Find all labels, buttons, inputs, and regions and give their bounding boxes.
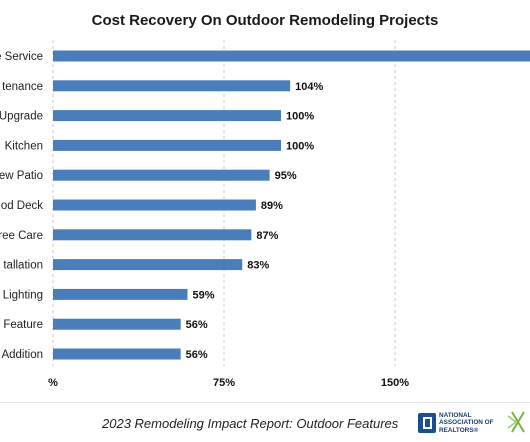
bar xyxy=(53,80,291,92)
bar xyxy=(53,199,256,211)
bar xyxy=(53,229,252,241)
category-label: ew Patio xyxy=(0,170,43,182)
category-label: od Deck xyxy=(1,200,43,212)
category-label: Lighting xyxy=(3,289,43,301)
data-label: 59% xyxy=(193,289,215,301)
nar-logo-text: NATIONAL ASSOCIATION OF REALTORS® xyxy=(439,412,494,434)
data-label: 100% xyxy=(286,111,314,123)
bar xyxy=(53,139,281,151)
partner-logo-icon xyxy=(507,411,525,433)
source-caption: 2023 Remodeling Impact Report: Outdoor F… xyxy=(102,416,399,431)
data-label: 56% xyxy=(186,349,208,361)
category-label: e Service xyxy=(0,51,43,63)
nar-logo: NATIONAL ASSOCIATION OF REALTORS® xyxy=(418,411,500,435)
x-tick-label: 150% xyxy=(381,377,409,389)
bar xyxy=(53,50,530,62)
data-label: 100% xyxy=(286,140,314,152)
bar xyxy=(53,348,181,360)
data-label: 104% xyxy=(295,81,323,93)
bars xyxy=(53,50,530,360)
x-tick-label: 75% xyxy=(213,377,235,389)
bar xyxy=(53,259,243,271)
bar xyxy=(53,288,188,300)
footer-divider xyxy=(0,402,530,403)
category-label: Kitchen xyxy=(5,140,43,152)
data-label: 87% xyxy=(256,230,278,242)
category-label: tallation xyxy=(3,260,43,272)
labels: % 75% 150% e Service tenance 104% Upgrade 100% K… xyxy=(0,51,409,389)
data-label: 95% xyxy=(275,170,297,182)
category-label: ree Care xyxy=(0,230,43,242)
data-label: 89% xyxy=(261,200,283,212)
category-label: tenance xyxy=(2,81,43,93)
category-label: Upgrade xyxy=(0,111,43,123)
chart-title: Cost Recovery On Outdoor Remodeling Proj… xyxy=(91,12,439,29)
bar xyxy=(53,169,270,181)
category-label: Feature xyxy=(3,319,43,331)
realtor-r-icon xyxy=(418,413,436,433)
x-tick-label: % xyxy=(48,377,58,389)
bar xyxy=(53,318,181,330)
bar-chart: % 75% 150% e Service tenance 104% Upgrade 100% K… xyxy=(0,40,530,389)
category-label: Addition xyxy=(1,349,43,361)
data-label: 83% xyxy=(247,260,269,272)
bar xyxy=(53,110,281,122)
data-label: 56% xyxy=(186,319,208,331)
